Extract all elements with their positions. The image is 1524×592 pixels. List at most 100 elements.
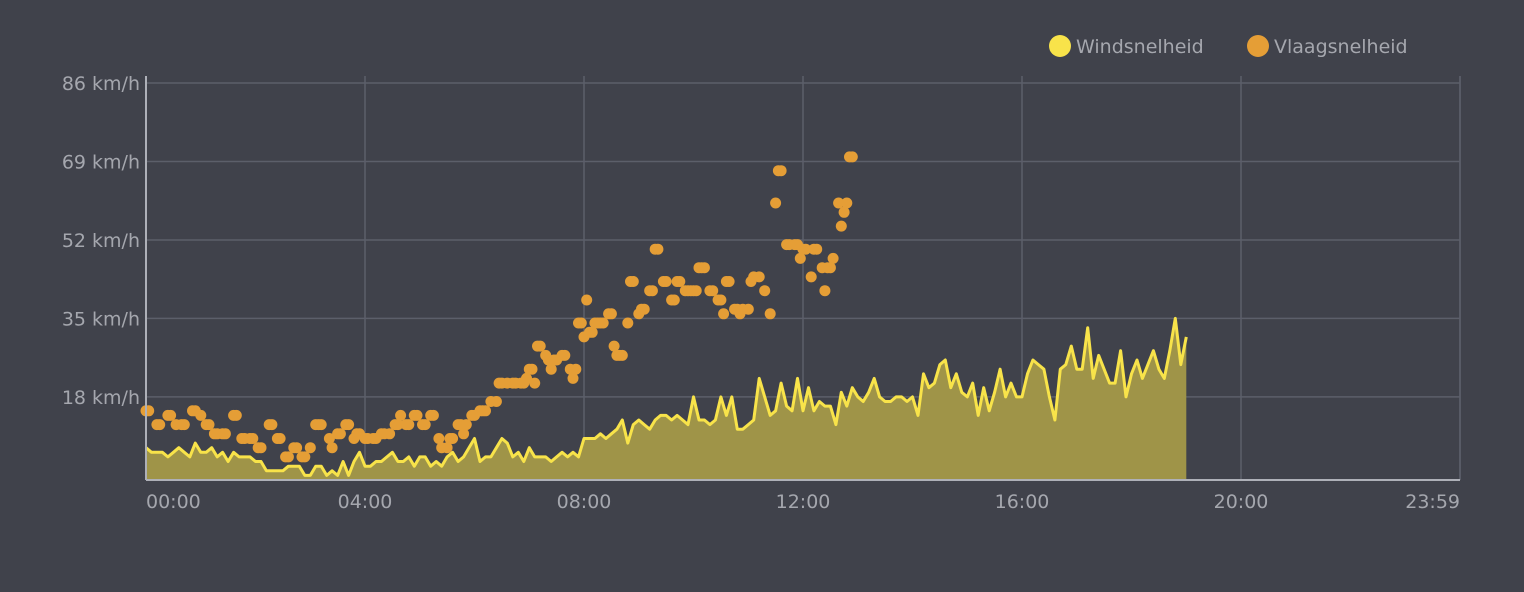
gust-point <box>841 197 853 209</box>
gust-point <box>441 442 453 454</box>
gust-point <box>534 340 546 352</box>
gust-point <box>343 419 355 431</box>
gust-point <box>575 317 587 329</box>
gust-point <box>165 409 177 421</box>
gust-point <box>419 419 431 431</box>
gust-point <box>800 243 812 255</box>
gust-point <box>559 349 571 361</box>
gust-point <box>326 442 338 454</box>
gust-point <box>195 409 207 421</box>
x-tick-label: 16:00 <box>995 491 1050 513</box>
y-tick-label: 52 km/h <box>62 230 140 252</box>
gust-point <box>824 262 836 274</box>
gust-point <box>718 308 730 320</box>
gust-point <box>282 451 294 463</box>
gust-point <box>304 442 316 454</box>
gust-point <box>395 409 407 421</box>
gust-point <box>698 262 710 274</box>
gust-point <box>490 396 502 407</box>
x-tick-label: 04:00 <box>338 491 393 513</box>
gust-point <box>203 419 215 431</box>
gust-point <box>616 349 628 361</box>
gust-point <box>622 317 634 329</box>
gust-point <box>458 428 470 440</box>
x-tick-label: 08:00 <box>557 491 612 513</box>
gust-point <box>742 303 754 315</box>
gust-point <box>819 285 831 297</box>
gust-point <box>178 419 190 431</box>
gust-point <box>460 419 472 431</box>
x-tick-label: 23:59 <box>1405 491 1460 513</box>
gust-point <box>545 363 557 375</box>
gust-point <box>597 317 609 329</box>
gust-point <box>411 409 423 421</box>
legend-wind-swatch <box>1049 35 1071 57</box>
x-tick-label: 20:00 <box>1214 491 1269 513</box>
legend-wind-label: Windsnelheid <box>1076 36 1204 58</box>
gust-point <box>775 165 787 177</box>
legend-gust-swatch <box>1247 35 1269 57</box>
gust-point <box>811 243 823 255</box>
y-tick-label: 69 km/h <box>62 151 140 173</box>
gust-point <box>838 206 850 218</box>
gust-point <box>392 419 404 431</box>
wind-area <box>146 318 1187 480</box>
gust-point <box>586 326 598 338</box>
gust-point <box>529 377 541 389</box>
gust-point <box>247 433 259 444</box>
gust-point <box>846 151 858 163</box>
gust-point <box>526 363 538 375</box>
gust-point <box>299 451 311 463</box>
gust-point <box>567 372 579 384</box>
legend[interactable]: Windsnelheid Vlaagsnelheid <box>1049 35 1408 58</box>
wind-line <box>145 316 1188 477</box>
gust-point <box>291 442 303 454</box>
gust-point <box>608 340 620 352</box>
gust-point <box>480 405 491 417</box>
y-tick-label: 35 km/h <box>62 308 140 330</box>
legend-item-gust[interactable]: Vlaagsnelheid <box>1247 35 1408 58</box>
series-area <box>140 151 1188 480</box>
gust-point <box>570 363 582 375</box>
x-tick-label: 12:00 <box>776 491 831 513</box>
gust-point <box>794 252 806 264</box>
legend-gust-label: Vlaagsnelheid <box>1274 36 1408 58</box>
y-tick-label: 86 km/h <box>62 73 140 95</box>
gust-point <box>274 433 286 444</box>
gust-point <box>652 243 664 255</box>
gust-point <box>638 303 650 315</box>
gust-point <box>384 428 396 440</box>
legend-item-wind[interactable]: Windsnelheid <box>1049 35 1204 58</box>
gust-point <box>605 308 617 320</box>
gust-point <box>764 308 776 320</box>
gust-point <box>723 276 735 287</box>
gust-point <box>255 442 267 454</box>
gust-point <box>770 197 782 209</box>
gust-point <box>707 285 719 297</box>
gust-point <box>833 197 845 209</box>
gust-point <box>315 419 327 431</box>
gust-point <box>805 271 817 283</box>
axes: 18 km/h 35 km/h 52 km/h 69 km/h 86 km/h 00:00… <box>62 73 1460 513</box>
gust-point <box>660 276 672 287</box>
y-tick-label: 18 km/h <box>62 387 140 409</box>
gust-point <box>581 294 593 306</box>
gust-point <box>627 276 639 287</box>
gust-point <box>835 220 847 232</box>
gust-point <box>143 405 155 417</box>
gust-point <box>715 294 727 306</box>
grid <box>146 76 1461 480</box>
gust-point <box>668 294 680 306</box>
gust-point <box>521 372 532 384</box>
gust-point <box>690 285 702 297</box>
x-tick-label: 00:00 <box>146 491 201 513</box>
gust-point <box>753 271 765 283</box>
gust-point <box>230 409 242 421</box>
gust-point <box>427 409 439 421</box>
gust-point <box>674 276 686 287</box>
gust-point <box>334 428 346 440</box>
gust-point <box>403 419 415 431</box>
gust-point <box>759 285 771 297</box>
